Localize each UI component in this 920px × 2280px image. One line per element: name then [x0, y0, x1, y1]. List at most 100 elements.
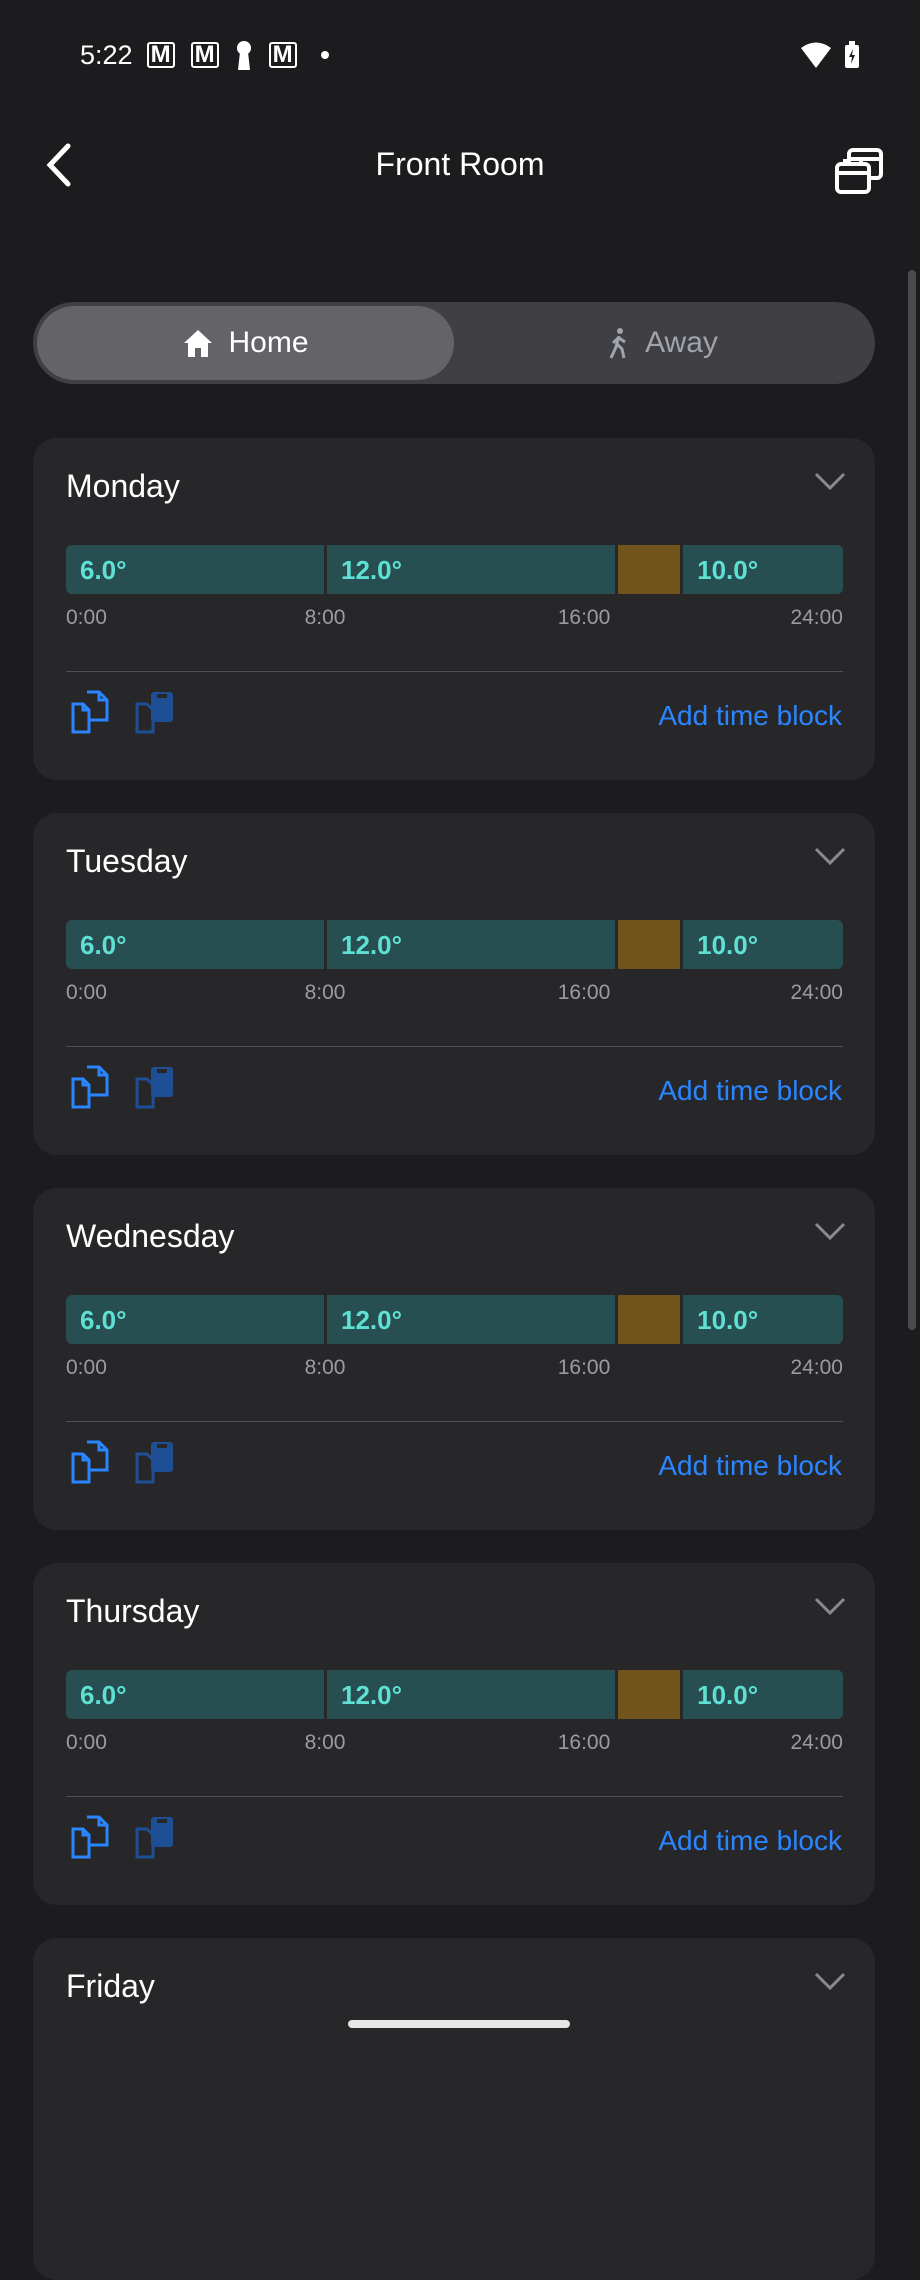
time-axis: 0:00 8:00 16:00 24:00 — [66, 606, 843, 636]
chevron-down-icon[interactable] — [813, 845, 847, 867]
chevron-down-icon[interactable] — [813, 1220, 847, 1242]
time-block[interactable]: 12.0° — [327, 1295, 616, 1344]
home-away-toggle: Home Away — [33, 302, 875, 384]
time-block-temp: 12.0° — [341, 1305, 403, 1335]
day-name: Friday — [66, 1968, 155, 2004]
gmail-icon: M — [190, 42, 219, 68]
scrollbar[interactable] — [908, 270, 916, 1330]
gmail-icon: M — [268, 42, 297, 68]
tick-label: 8:00 — [304, 1356, 346, 1379]
day-name: Wednesday — [66, 1218, 235, 1254]
time-block-temp: 10.0° — [697, 1305, 759, 1335]
time-block-temp: 10.0° — [697, 1680, 759, 1710]
paste-icon[interactable] — [133, 690, 177, 734]
paste-icon[interactable] — [133, 1815, 177, 1859]
copy-icon[interactable] — [69, 1440, 113, 1484]
tick-label: 8:00 — [304, 981, 346, 1004]
add-time-block-button[interactable]: Add time block — [658, 1450, 842, 1481]
battery-charging-icon — [845, 41, 859, 68]
divider — [66, 1796, 843, 1797]
time-axis: 0:00 8:00 16:00 24:00 — [66, 1356, 843, 1386]
time-block[interactable] — [618, 920, 681, 969]
day-card-wednesday: Wednesday 6.0° 12.0° 10.0° 0:00 8:00 16:00 24:… — [33, 1188, 875, 1530]
tick-label: 16:00 — [557, 606, 611, 629]
day-card-tuesday: Tuesday 6.0° 12.0° 10.0° 0:00 8:00 16:00 24:00… — [33, 813, 875, 1155]
time-block-temp: 12.0° — [341, 1680, 403, 1710]
paste-icon[interactable] — [133, 1065, 177, 1109]
copy-icon[interactable] — [69, 1065, 113, 1109]
add-time-block-button[interactable]: Add time block — [658, 1075, 842, 1106]
time-block[interactable]: 12.0° — [327, 545, 616, 594]
divider — [66, 1421, 843, 1422]
divider — [66, 1046, 843, 1047]
wifi-icon — [801, 42, 831, 68]
keyhole-icon — [236, 41, 251, 70]
day-name: Monday — [66, 468, 180, 504]
tick-label: 16:00 — [557, 1731, 611, 1754]
time-block[interactable]: 6.0° — [66, 1295, 324, 1344]
tab-home[interactable]: Home — [37, 306, 454, 380]
time-axis: 0:00 8:00 16:00 24:00 — [66, 1731, 843, 1761]
time-block[interactable] — [618, 1670, 681, 1719]
chevron-down-icon[interactable] — [813, 1595, 847, 1617]
tick-label: 24:00 — [790, 981, 843, 1004]
time-block[interactable] — [618, 1295, 681, 1344]
time-block[interactable]: 10.0° — [683, 1295, 843, 1344]
time-block-temp: 6.0° — [80, 555, 127, 585]
home-icon — [184, 330, 213, 357]
time-block[interactable]: 6.0° — [66, 920, 324, 969]
time-block-temp: 12.0° — [341, 930, 403, 960]
time-block[interactable]: 10.0° — [683, 1670, 843, 1719]
time-block[interactable]: 6.0° — [66, 545, 324, 594]
copy-icon[interactable] — [69, 690, 113, 734]
time-block[interactable]: 12.0° — [327, 920, 616, 969]
app-header: Front Room — [0, 130, 920, 200]
time-axis: 0:00 8:00 16:00 24:00 — [66, 981, 843, 1011]
add-time-block-button[interactable]: Add time block — [658, 1825, 842, 1856]
gmail-icon: M — [146, 42, 175, 68]
time-block-temp: 10.0° — [697, 930, 759, 960]
copy-icon[interactable] — [69, 1815, 113, 1859]
tick-label: 8:00 — [304, 1731, 346, 1754]
tick-label: 0:00 — [66, 1731, 107, 1754]
tick-label: 0:00 — [66, 1356, 107, 1379]
dot-icon — [320, 51, 329, 59]
chevron-down-icon[interactable] — [813, 1970, 847, 1992]
tick-label: 24:00 — [790, 1731, 843, 1754]
time-block-temp: 6.0° — [80, 930, 127, 960]
tick-label: 16:00 — [557, 981, 611, 1004]
clock: 5:22 — [80, 39, 133, 70]
tick-label: 24:00 — [790, 606, 843, 629]
time-block[interactable]: 12.0° — [327, 1670, 616, 1719]
time-block[interactable]: 10.0° — [683, 920, 843, 969]
divider — [66, 671, 843, 672]
tick-label: 0:00 — [66, 981, 107, 1004]
tick-label: 8:00 — [304, 606, 346, 629]
time-block-temp: 6.0° — [80, 1305, 127, 1335]
day-card-thursday: Thursday 6.0° 12.0° 10.0° 0:00 8:00 16:00 24:0… — [33, 1563, 875, 1905]
add-time-block-button[interactable]: Add time block — [658, 700, 842, 731]
gesture-nav-handle[interactable] — [348, 2020, 570, 2028]
time-block-temp: 6.0° — [80, 1680, 127, 1710]
day-name: Thursday — [66, 1593, 200, 1629]
time-block[interactable]: 6.0° — [66, 1670, 324, 1719]
paste-icon[interactable] — [133, 1440, 177, 1484]
schedule-bar: 6.0° 12.0° 10.0° — [66, 1295, 843, 1344]
back-arrow-icon[interactable] — [40, 142, 80, 188]
copy-schedule-calendar-icon[interactable] — [834, 144, 884, 194]
walking-icon — [609, 328, 626, 359]
status-bar: 5:22 M M M — [80, 38, 860, 72]
tab-away-label: Away — [645, 326, 718, 359]
time-block-temp: 10.0° — [697, 555, 759, 585]
chevron-down-icon[interactable] — [813, 470, 847, 492]
tick-label: 0:00 — [66, 606, 107, 629]
page-title: Front Room — [375, 146, 545, 182]
schedule-bar: 6.0° 12.0° 10.0° — [66, 920, 843, 969]
time-block[interactable]: 10.0° — [683, 545, 843, 594]
tab-away[interactable]: Away — [454, 306, 871, 380]
tick-label: 16:00 — [557, 1356, 611, 1379]
day-card-friday: Friday — [33, 1938, 875, 2280]
time-block-temp: 12.0° — [341, 555, 403, 585]
tab-home-label: Home — [228, 326, 309, 359]
time-block[interactable] — [618, 545, 681, 594]
